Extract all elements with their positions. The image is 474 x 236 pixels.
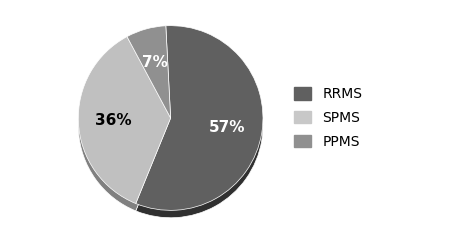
Wedge shape	[127, 26, 171, 118]
Text: 7%: 7%	[142, 55, 168, 70]
Wedge shape	[127, 33, 171, 125]
Wedge shape	[136, 26, 263, 210]
Wedge shape	[78, 44, 171, 211]
Text: 36%: 36%	[95, 114, 132, 128]
Wedge shape	[136, 33, 263, 218]
Legend: RRMS, SPMS, PPMS: RRMS, SPMS, PPMS	[294, 87, 362, 149]
Wedge shape	[78, 37, 171, 203]
Text: 57%: 57%	[209, 120, 246, 135]
